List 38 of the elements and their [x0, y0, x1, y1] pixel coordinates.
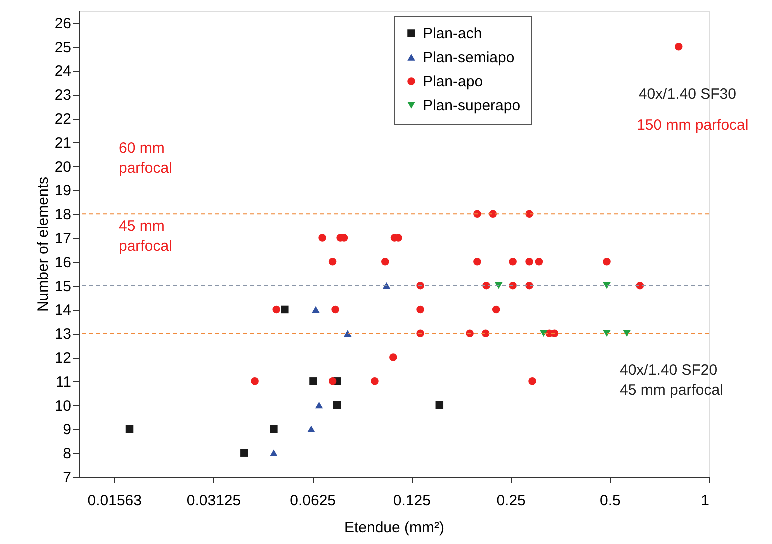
x-tick-label: 0.25 [496, 492, 526, 510]
legend-label: Plan-semiapo [423, 50, 515, 66]
legend-label: Plan-superapo [423, 98, 521, 114]
y-tick-label: 10 [54, 398, 72, 415]
annotation: 60 mm parfocal [119, 140, 172, 177]
y-tick-label: 12 [54, 350, 72, 368]
y-tick-label: 23 [54, 87, 72, 104]
y-tick-label: 19 [54, 182, 72, 200]
y-tick-label: 21 [54, 134, 72, 152]
legend-label: Plan-ach [423, 26, 482, 42]
x-tick-label: 0.125 [393, 492, 431, 510]
x-tick-label: 0.5 [600, 492, 621, 510]
y-tick-label: 26 [54, 15, 72, 32]
y-tick-label: 13 [54, 326, 72, 344]
y-tick-label: 9 [63, 422, 72, 439]
annotation: 150 mm parfocal [637, 117, 749, 134]
y-tick-label: 11 [56, 374, 72, 391]
y-axis-title: Number of elements [34, 176, 52, 312]
y-tick-label: 24 [54, 63, 72, 80]
y-tick-label: 20 [54, 158, 72, 176]
y-tick-label: 18 [54, 206, 72, 224]
y-tick-label: 7 [63, 470, 72, 486]
y-tick-label: 17 [54, 230, 72, 248]
annotation: 40x/1.40 SF30 [638, 86, 736, 103]
y-tick-label: 14 [54, 302, 72, 320]
y-tick-label: 22 [54, 111, 72, 128]
x-tick-label: 0.03125 [186, 492, 242, 510]
y-tick-label: 8 [63, 446, 72, 463]
y-tick-label: 25 [54, 39, 72, 56]
x-tick-label: 0.0625 [290, 492, 336, 510]
annotation: 40x/1.40 SF20 45 mm parfocal [620, 362, 724, 399]
y-tick-label: 16 [54, 254, 72, 272]
x-tick-label: 0.01563 [88, 492, 142, 510]
y-tick-label: 15 [54, 278, 72, 296]
x-axis-title: Etendue (mm²) [344, 520, 445, 536]
annotation: 45 mm parfocal [119, 218, 172, 255]
legend-label: Plan-apo [423, 74, 484, 90]
x-tick-label: 1 [701, 492, 710, 510]
